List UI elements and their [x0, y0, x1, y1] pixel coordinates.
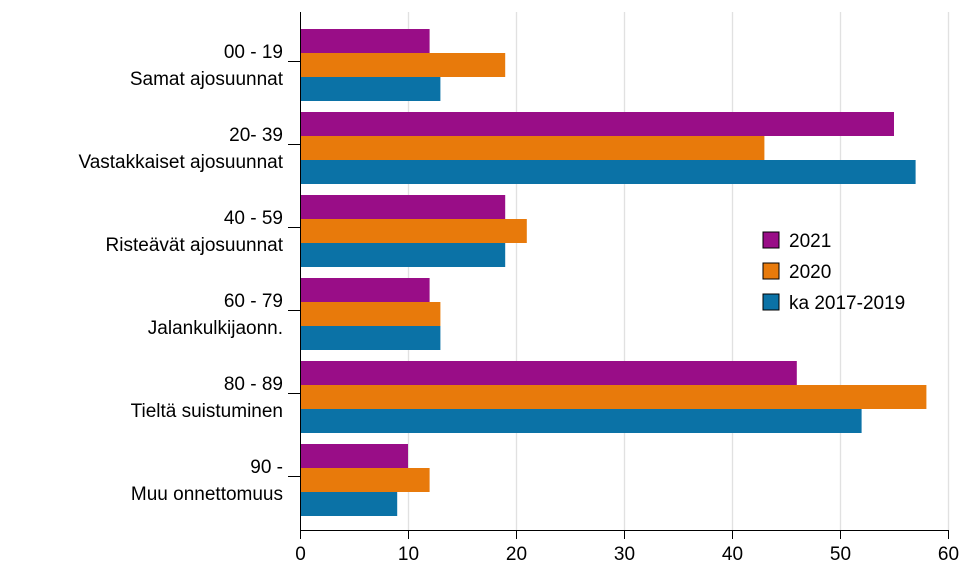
- legend-swatch: [762, 262, 780, 280]
- bars: [300, 29, 927, 516]
- x-tick-label: 0: [295, 544, 306, 565]
- legend-label: ka 2017-2019: [789, 293, 905, 314]
- bar: [300, 219, 527, 243]
- bar: [300, 77, 441, 101]
- bar: [300, 492, 398, 516]
- bar: [300, 385, 927, 409]
- x-tick-labels: 0 10 20 30 40 50 60: [295, 544, 959, 565]
- bar: [300, 444, 408, 468]
- legend-swatch: [762, 293, 780, 311]
- bar: [300, 160, 916, 184]
- category-code-label: 60 - 79: [224, 291, 283, 312]
- bar: [300, 468, 430, 492]
- bar: [300, 53, 506, 77]
- x-tick-label: 50: [830, 544, 851, 565]
- legend: 2021 2020 ka 2017-2019: [762, 231, 905, 314]
- x-tick-label: 30: [614, 544, 635, 565]
- category-name-label: Vastakkaiset ajosuunnat: [78, 152, 283, 173]
- x-tick-label: 20: [506, 544, 527, 565]
- bar: [300, 195, 506, 219]
- x-tick-label: 10: [398, 544, 419, 565]
- legend-label: 2020: [789, 262, 831, 283]
- category-code-label: 90 -: [250, 457, 283, 478]
- bar: [300, 302, 441, 326]
- bar: [300, 361, 797, 385]
- category-code-label: 20- 39: [229, 125, 283, 146]
- bar: [300, 29, 430, 53]
- x-tick-label: 60: [938, 544, 959, 565]
- bar: [300, 409, 862, 433]
- bar: [300, 112, 894, 136]
- grid-lines: [407, 12, 950, 530]
- category-name-label: Muu onnettomuus: [131, 484, 283, 505]
- category-name-label: Tieltä suistuminen: [131, 401, 283, 422]
- category-name-label: Risteävät ajosuunnat: [106, 235, 284, 256]
- category-code-label: 40 - 59: [224, 208, 283, 229]
- bar: [300, 278, 430, 302]
- category-code-label: 00 - 19: [224, 42, 283, 63]
- category-name-label: Jalankulkijaonn.: [148, 318, 283, 339]
- legend-label: 2021: [789, 231, 831, 252]
- category-code-label: 80 - 89: [224, 374, 283, 395]
- category-labels: 00 - 19 Samat ajosuunnat 20- 39 Vastakkaise…: [78, 42, 283, 505]
- category-name-label: Samat ajosuunnat: [130, 69, 284, 90]
- bar: [300, 326, 441, 350]
- legend-swatch: [762, 231, 780, 249]
- x-tick-label: 40: [722, 544, 743, 565]
- axes: [288, 12, 949, 539]
- bar: [300, 243, 506, 267]
- bar: [300, 136, 765, 160]
